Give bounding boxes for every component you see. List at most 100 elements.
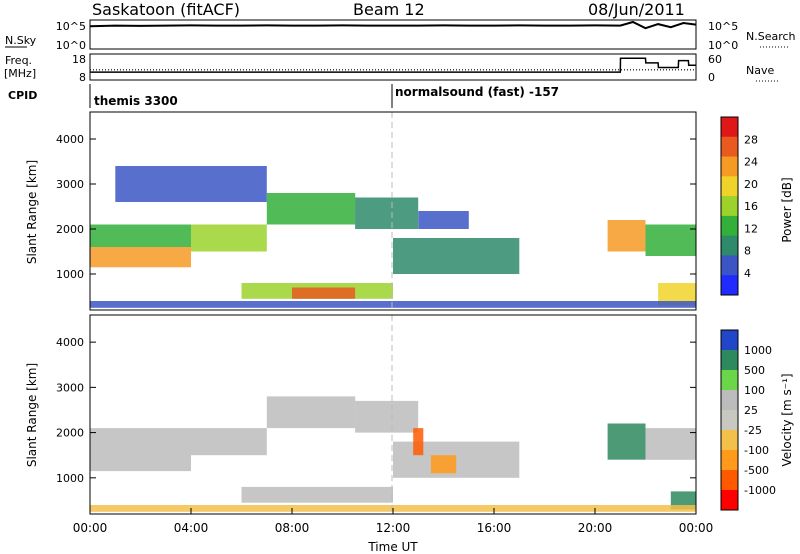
echo-band-4 [241,486,393,503]
velocity-colorbar-tick-2: 100 [744,384,765,397]
velocity-colorbar-swatch-0 [721,330,738,351]
echo-band-5 [115,166,267,202]
x-tick-label-0: 00:00 [73,521,108,535]
power-colorbar-tick-12: 12 [744,222,758,235]
power-colorbar-tick-16: 16 [744,200,758,213]
y-tick-label-3000: 3000 [56,178,84,191]
cpid-entry-first: themis 3300 [94,94,178,108]
velocity-colorbar-tick-6: -500 [744,464,769,477]
velocity-colorbar-swatch-4 [721,410,738,431]
velocity-colorbar-swatch-3 [721,390,738,411]
velocity-heatmap [90,396,697,512]
x-tick-label-2: 08:00 [275,521,310,535]
power-colorbar-frame [720,116,739,296]
velocity-colorbar-swatch-1 [721,350,738,371]
velocity-colorbar-tick-5: -100 [744,444,769,457]
velocity-colorbar-tick-0: 1000 [744,344,772,357]
power-colorbar-tick-28: 28 [744,133,758,146]
echo-band-11 [645,224,696,256]
y-tick-label-1000: 1000 [56,472,84,485]
frequency-series-line [90,57,696,73]
power-colorbar-swatch-5 [721,215,738,237]
noise-series-line [89,20,697,30]
power-colorbar-swatch-3 [721,176,738,197]
power-colorbar-swatch-6 [721,235,738,256]
echo-band-2 [191,224,267,252]
cpid-entry-second: normalsound (fast) -157 [395,85,559,99]
y-tick-label-4000: 4000 [56,336,84,349]
echo-band-12 [658,283,696,306]
noise-left-label: N.Sky [5,34,37,47]
y-tick-label-4000: 4000 [56,133,84,146]
velocity-colorbar-tick-3: 25 [744,404,758,417]
power-colorbar-swatch-2 [721,156,738,177]
cpid-panel: CPID themis 3300 normalsound (fast) -157 [8,84,559,108]
time-x-axis: 00:00 04:00 08:00 12:00 16:00 20:00 00:00 [73,508,714,535]
frequency-panel-frame [89,53,697,81]
echo-band-10 [670,491,697,510]
noise-panel-frame [89,19,697,50]
x-tick-label-1: 04:00 [174,521,209,535]
beam-title: Beam 12 [353,0,425,19]
station-title: Saskatoon (fitACF) [92,0,241,19]
velocity-colorbar-swatch-8 [721,490,738,511]
echo-band-9 [645,428,696,460]
time-x-label: Time UT [367,540,418,554]
frequency-left-label: Freq. [5,54,32,67]
frequency-panel: Freq. [MHz] 18 8 60 0 Nave [4,53,779,84]
velocity-colorbar: 1000 500 100 25 -25 -100 -500 -1000 [720,329,776,511]
echo-band-4 [355,197,419,229]
x-tick-label-6: 00:00 [679,521,714,535]
noise-right-label: N.Search [746,30,796,43]
echo-band-8 [607,423,646,460]
power-colorbar-swatch-7 [721,255,738,276]
y-tick-label-3000: 3000 [56,381,84,394]
power-colorbar-swatch-1 [721,136,738,158]
y-tick-label-2000: 2000 [56,427,84,440]
noise-right-tick-bottom: 10^0 [708,39,738,52]
echo-band-6 [430,455,457,474]
echo-band-9 [418,211,469,229]
velocity-colorbar-swatch-6 [721,450,738,471]
cpid-label: CPID [8,89,37,102]
power-colorbar-label: Power [dB] [780,177,794,242]
velocity-y-axis: 1000 2000 3000 4000 [56,336,696,485]
x-tick-label-4: 16:00 [477,521,512,535]
nave-right-label: Nave [746,64,774,77]
y-tick-label-2000: 2000 [56,223,84,236]
velocity-colorbar-swatch-7 [721,470,738,491]
echo-band-7 [413,428,424,456]
x-tick-label-5: 20:00 [578,521,613,535]
power-colorbar-swatch-8 [721,275,738,296]
velocity-colorbar-label: Velocity [m s⁻¹] [780,373,794,466]
power-colorbar-swatch-4 [721,196,738,217]
velocity-colorbar-swatch-5 [721,430,738,451]
y-tick-label-1000: 1000 [56,268,84,281]
velocity-colorbar-frame [720,329,739,511]
x-tick-label-3: 12:00 [376,521,411,535]
frequency-right-tick-top: 60 [708,53,722,66]
power-y-label: Slant Range [km] [25,160,39,264]
power-colorbar-tick-8: 8 [744,245,751,258]
power-panel-frame [89,111,697,311]
velocity-colorbar-tick-7: -1000 [744,484,776,497]
echo-band-8 [393,238,520,274]
velocity-colorbar-tick-4: -25 [744,424,762,437]
frequency-left-tick-bottom: 8 [79,71,86,84]
echo-band-1 [191,428,267,456]
noise-left-tick-bottom: 10^0 [56,39,86,52]
noise-right-tick-top: 10^5 [708,20,738,33]
power-y-axis: 1000 2000 3000 4000 [56,133,696,281]
echo-band-13 [90,301,696,308]
velocity-colorbar-swatch-2 [721,370,738,391]
frequency-left-unit: [MHz] [4,67,36,80]
echo-band-3 [266,193,356,225]
frequency-right-tick-bottom: 0 [708,71,715,84]
echo-band-3 [355,400,419,433]
power-colorbar: 4 8 12 16 20 24 28 [720,116,758,296]
noise-panel: N.Sky 10^5 10^0 10^5 10^0 N.Search [5,19,796,52]
echo-band-7 [292,287,356,299]
noise-left-tick-top: 10^5 [56,20,86,33]
